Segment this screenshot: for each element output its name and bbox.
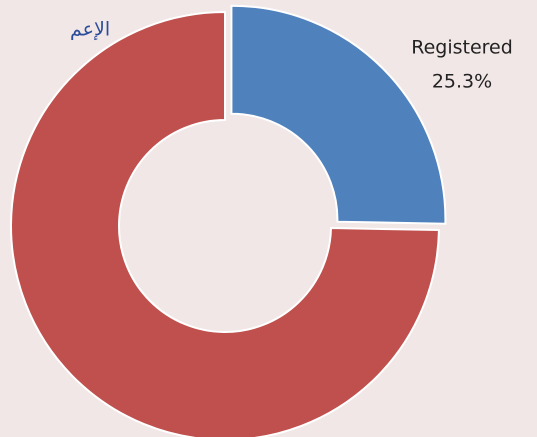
donut-segment	[10, 10, 440, 437]
chart-title: الإعم	[70, 19, 110, 41]
segment-label: Registered	[411, 37, 513, 59]
donut-segment	[230, 4, 447, 225]
segment-value: 25.3%	[432, 71, 492, 93]
